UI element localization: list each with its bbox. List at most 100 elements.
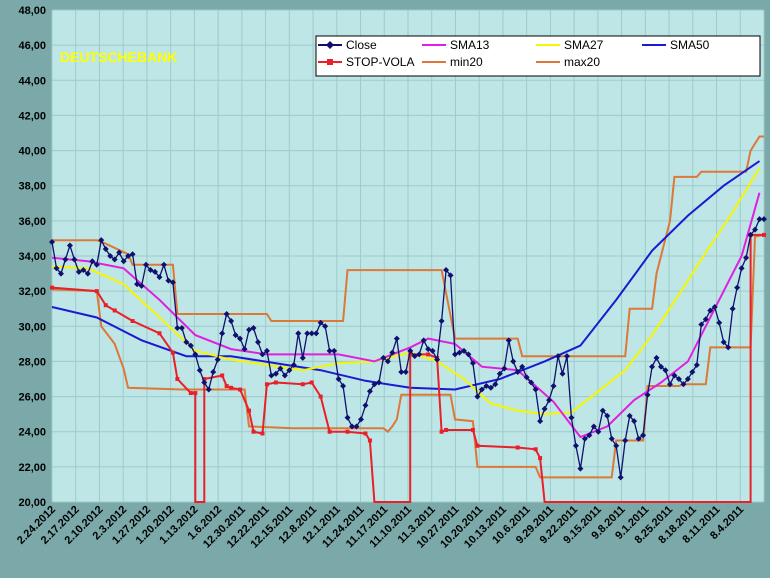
stop-point (533, 447, 538, 452)
close-point (156, 274, 163, 281)
close-point (107, 253, 114, 259)
legend-label: SMA27 (564, 38, 604, 52)
series-max20 (52, 135, 764, 358)
close-point (738, 265, 745, 272)
legend-item-sma13: SMA13 (422, 38, 490, 52)
legend-item-max20: max20 (536, 55, 600, 69)
y-tick-label: 28,00 (18, 356, 46, 368)
close-point (443, 267, 450, 274)
close-point (232, 332, 239, 339)
y-tick-label: 38,00 (18, 181, 46, 193)
close-point (644, 391, 651, 398)
close-point (559, 370, 566, 377)
legend-item-stop-vola: STOP-VOLA (318, 55, 414, 69)
close-point (541, 405, 548, 412)
stop-point (309, 380, 314, 385)
close-point (384, 358, 391, 365)
close-point (411, 353, 418, 360)
legend-box (315, 35, 761, 77)
close-point (478, 386, 485, 393)
close-point (263, 347, 270, 354)
close-point (675, 376, 682, 382)
close-point (393, 335, 400, 342)
close-point (608, 435, 615, 442)
y-tick-label: 42,00 (18, 110, 46, 122)
close-point (268, 372, 275, 379)
series-layer (49, 135, 767, 503)
close-point (487, 384, 494, 391)
close-point (429, 347, 436, 354)
y-tick-label: 34,00 (18, 251, 46, 263)
close-point (313, 330, 320, 337)
close-point (322, 323, 329, 330)
close-point (514, 368, 521, 375)
close-point (666, 381, 673, 388)
close-point (452, 351, 459, 358)
stop-point (157, 331, 162, 336)
stop-point (193, 391, 198, 396)
close-point (563, 353, 570, 360)
close-point (93, 261, 100, 268)
series-sma50 (51, 160, 761, 391)
close-point (595, 428, 602, 435)
close-point (80, 267, 87, 274)
close-point (599, 407, 606, 414)
stop-point (408, 352, 413, 357)
close-point (201, 379, 208, 386)
close-point (546, 397, 553, 404)
stop-point (345, 429, 350, 434)
close-point (53, 265, 60, 272)
close-point (143, 261, 150, 268)
close-point (308, 330, 315, 337)
close-point (434, 356, 441, 363)
y-tick-label: 22,00 (18, 462, 46, 474)
y-tick-label: 44,00 (18, 75, 46, 87)
close-point (492, 381, 499, 388)
close-point (49, 238, 55, 245)
close-point (581, 435, 588, 442)
close-point (398, 368, 405, 375)
close-point (528, 379, 535, 386)
close-point (577, 465, 584, 472)
series-sma13 (51, 192, 761, 439)
close-point (250, 325, 257, 332)
y-tick-label: 36,00 (18, 216, 46, 228)
close-point (272, 370, 279, 377)
y-tick-label: 48,00 (18, 5, 46, 17)
stop-point (300, 382, 305, 387)
close-point (290, 361, 297, 368)
close-point (438, 318, 445, 325)
y-tick-label: 46,00 (18, 40, 46, 52)
close-point (505, 337, 512, 344)
stop-point (273, 380, 278, 385)
close-point (228, 318, 235, 325)
legend-label: SMA13 (450, 38, 490, 52)
close-point (761, 216, 767, 223)
close-point (653, 354, 660, 361)
close-point (178, 325, 185, 332)
close-point (66, 242, 73, 249)
close-point (640, 432, 647, 439)
y-tick-label: 32,00 (18, 286, 46, 298)
stop-point (247, 408, 252, 413)
close-point (192, 351, 199, 358)
close-point (684, 376, 691, 382)
legend: Close SMA13 SMA27 SMA50 STOP-VOLA min20 max20 (315, 35, 761, 77)
legend-label: Close (346, 38, 377, 52)
series-line-max20 (52, 135, 764, 358)
close-point (340, 383, 347, 390)
close-point (693, 361, 700, 368)
close-point (362, 402, 369, 409)
stop-point (470, 427, 475, 432)
stop-point (175, 377, 180, 381)
close-point (572, 442, 579, 449)
close-point (631, 418, 638, 425)
close-point (331, 347, 338, 354)
stop-point (229, 385, 234, 390)
y-tick-label: 40,00 (18, 146, 46, 158)
stop-point (260, 431, 265, 436)
legend-label: max20 (564, 55, 600, 69)
close-point (420, 337, 427, 344)
close-point (353, 423, 360, 430)
close-point (295, 330, 302, 337)
